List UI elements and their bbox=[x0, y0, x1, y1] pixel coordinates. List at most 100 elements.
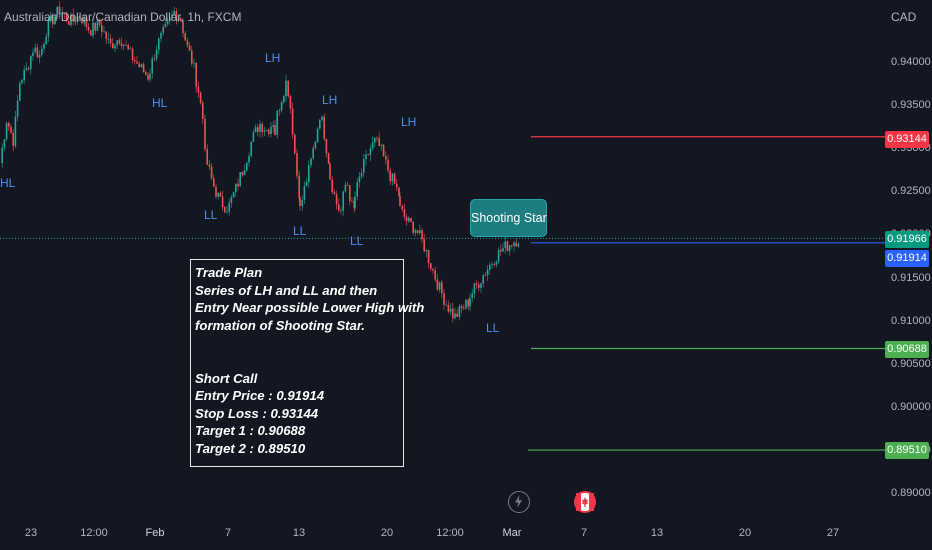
swing-label-ll: LL bbox=[486, 321, 500, 335]
candle-body bbox=[151, 58, 153, 74]
candle-body bbox=[463, 307, 465, 309]
candle-body bbox=[480, 283, 482, 288]
candle-body bbox=[224, 207, 226, 213]
candle-body bbox=[329, 163, 331, 180]
time-tick-label: 20 bbox=[738, 527, 752, 539]
swing-label-hl: HL bbox=[152, 96, 168, 110]
candle-body bbox=[432, 268, 434, 271]
candle-body bbox=[493, 263, 495, 265]
candle-body bbox=[191, 50, 193, 64]
candle-body bbox=[125, 44, 127, 46]
candle-body bbox=[241, 172, 244, 176]
candle-body bbox=[308, 165, 310, 182]
candle-body bbox=[210, 166, 213, 179]
candle-body bbox=[430, 263, 432, 269]
candle-body bbox=[169, 17, 171, 21]
shooting-star-callout[interactable]: Shooting Star bbox=[470, 199, 547, 237]
flag-event-icon[interactable] bbox=[574, 491, 596, 513]
candle-body bbox=[301, 199, 303, 207]
candle-body bbox=[495, 261, 498, 265]
price-tick-label: 0.90000 bbox=[891, 400, 931, 413]
swing-label-ll: LL bbox=[350, 234, 364, 248]
candle-body bbox=[56, 6, 58, 17]
candle-body bbox=[109, 38, 112, 44]
trade-plan-note[interactable]: Trade Plan Series of LH and LL and then … bbox=[190, 259, 424, 467]
candle-body bbox=[204, 118, 206, 138]
candle-body bbox=[61, 12, 63, 14]
swing-label-lh: LH bbox=[401, 115, 417, 129]
candle-body bbox=[438, 282, 441, 290]
candle-body bbox=[268, 129, 270, 134]
symbol-title[interactable]: Australian Dollar/Canadian Dollar, 1h, F… bbox=[4, 10, 242, 24]
candle-body bbox=[250, 141, 252, 157]
candle-body bbox=[105, 31, 107, 39]
candle-body bbox=[162, 27, 164, 33]
candle-body bbox=[427, 250, 430, 264]
candle-body bbox=[52, 15, 54, 25]
candle-body bbox=[182, 21, 184, 34]
candle-body bbox=[19, 83, 21, 101]
candle-body bbox=[158, 38, 160, 50]
candle-body bbox=[98, 20, 101, 25]
candle-body bbox=[252, 132, 255, 142]
candle-body bbox=[425, 250, 428, 252]
trade-plan-line bbox=[195, 352, 399, 370]
candle-body bbox=[188, 45, 191, 51]
candle-body bbox=[10, 126, 12, 133]
candle-body bbox=[145, 72, 147, 75]
candle-body bbox=[478, 284, 480, 288]
candle-body bbox=[274, 125, 276, 135]
level-layer bbox=[0, 136, 885, 451]
swing-label-ll: LL bbox=[293, 224, 307, 238]
candle-body bbox=[21, 80, 23, 84]
candle-body bbox=[367, 154, 369, 156]
candle-body bbox=[107, 38, 110, 40]
candle-body bbox=[403, 209, 406, 217]
candle-body bbox=[363, 159, 365, 173]
candle-body bbox=[193, 62, 195, 64]
candle-body bbox=[434, 270, 436, 280]
candle-body bbox=[511, 245, 513, 247]
candle-body bbox=[103, 31, 105, 33]
candle-body bbox=[74, 20, 77, 23]
candle-body bbox=[49, 15, 52, 20]
candle-body bbox=[58, 6, 61, 15]
candle-body bbox=[517, 243, 520, 247]
candle-body bbox=[342, 191, 344, 211]
candle-body bbox=[85, 17, 88, 28]
candle-body bbox=[371, 142, 374, 149]
candle-body bbox=[312, 147, 314, 159]
candle-body bbox=[303, 186, 306, 200]
swing-label-lh: LH bbox=[265, 51, 281, 65]
candle-body bbox=[471, 293, 473, 298]
price-tick-label: 0.91500 bbox=[891, 271, 931, 284]
candle-body bbox=[160, 32, 162, 39]
candle-body bbox=[333, 192, 336, 195]
candle-body bbox=[166, 20, 169, 24]
candle-body bbox=[484, 275, 487, 277]
candle-body bbox=[153, 58, 156, 60]
candle-body bbox=[228, 202, 230, 212]
candle-body bbox=[351, 201, 353, 202]
trade-plan-line: Target 1 : 0.90688 bbox=[195, 423, 306, 439]
candle-body bbox=[265, 129, 268, 131]
candle-body bbox=[129, 48, 132, 50]
candle-layer bbox=[1, 1, 520, 323]
candle-body bbox=[335, 194, 338, 205]
candle-body bbox=[486, 269, 489, 276]
candle-body bbox=[96, 20, 99, 31]
candle-body bbox=[243, 170, 246, 176]
candle-body bbox=[206, 149, 208, 165]
candle-body bbox=[391, 173, 394, 182]
lightning-event-icon[interactable] bbox=[508, 491, 530, 513]
time-tick-label: 23 bbox=[24, 527, 38, 539]
price-tick-label: 0.94000 bbox=[891, 56, 931, 68]
candle-body bbox=[173, 11, 175, 15]
candle-body bbox=[63, 12, 66, 14]
candle-body bbox=[412, 221, 414, 233]
swing-label-lh: LH bbox=[322, 93, 338, 107]
candle-body bbox=[254, 127, 257, 133]
stop-loss-price-tag: 0.93144 bbox=[885, 131, 929, 148]
